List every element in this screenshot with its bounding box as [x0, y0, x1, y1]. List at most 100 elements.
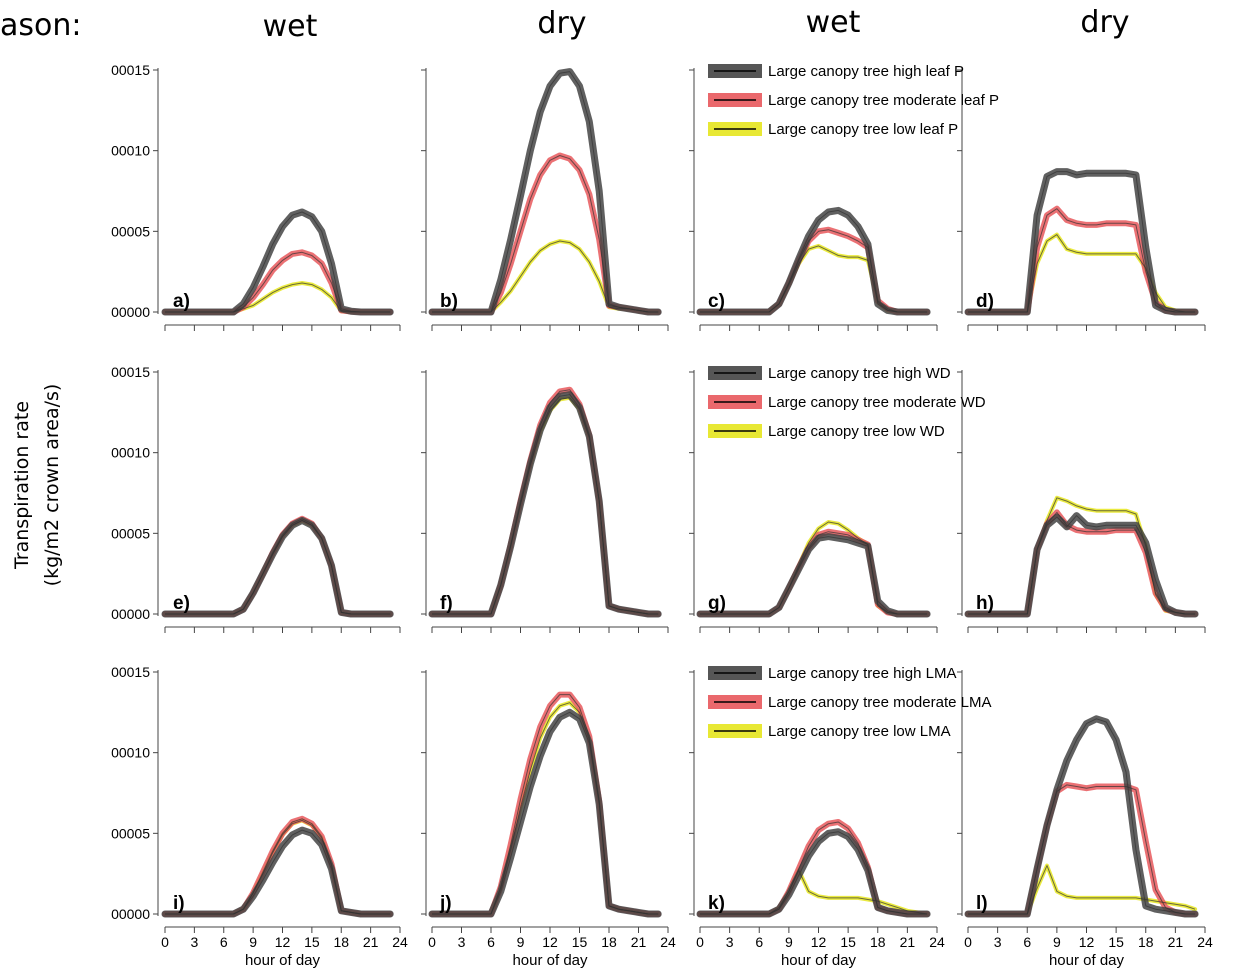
panel-b: b)	[421, 68, 669, 331]
x-tick-label: 21	[900, 934, 916, 950]
legend-entry-high: Large canopy tree high leaf P	[768, 63, 964, 80]
x-tick-label: 3	[726, 934, 734, 950]
x-tick-label: 12	[542, 934, 558, 950]
x-tick-label: 0	[161, 934, 169, 950]
x-tick-label: 0	[696, 934, 704, 950]
series-line-high	[165, 829, 391, 915]
series-band-high	[696, 533, 931, 618]
series-line-moderate	[165, 518, 391, 615]
series-band-low	[163, 818, 393, 916]
series-band-moderate	[697, 819, 931, 917]
panel-label: c)	[708, 291, 725, 312]
series-line-high	[165, 211, 391, 313]
series-band-moderate	[965, 781, 1199, 917]
x-tick-label: 6	[1023, 934, 1031, 950]
column-header-wet-2: wet	[806, 5, 861, 40]
series-line-moderate	[432, 155, 659, 313]
season-label: ason:	[0, 8, 82, 43]
series-band-low	[430, 395, 661, 616]
x-tick-label: 15	[1108, 934, 1124, 950]
panel-label: e)	[173, 593, 190, 614]
series-band-low	[698, 868, 930, 916]
panel-label: g)	[708, 593, 726, 614]
x-tick-label: 18	[601, 934, 617, 950]
series-line-low	[432, 240, 659, 313]
x-axis-label: hour of day	[781, 952, 857, 969]
y-axis-title: Transpiration rate (kg/m2 crown area/s)	[11, 384, 63, 587]
x-tick-label: 18	[870, 934, 886, 950]
panel-a: 00000 00005 00010 00015 a)	[111, 62, 401, 331]
series-line-moderate	[968, 208, 1196, 313]
y-tick-label: 00005	[111, 825, 150, 841]
series-line-high	[700, 536, 928, 615]
y-tick-label: 00010	[111, 445, 150, 461]
series-band-moderate	[429, 152, 662, 315]
series-line-low	[432, 702, 659, 915]
y-tick-label: 00010	[111, 143, 150, 159]
x-tick-label: 15	[304, 934, 320, 950]
panel-e: 00000 00005 00010 00015 e)	[111, 364, 401, 633]
series-band-low	[430, 239, 661, 314]
x-tick-label: 12	[1079, 934, 1095, 950]
series-band-high	[161, 516, 394, 618]
legend-row-1: Large canopy tree high leaf P Large canop…	[708, 63, 999, 138]
series-band-low	[163, 281, 393, 314]
series-line-low	[165, 519, 391, 615]
series-line-low	[432, 397, 659, 615]
y-axis-label-line2: (kg/m2 crown area/s)	[41, 384, 63, 587]
x-tick-label: 24	[660, 934, 676, 950]
x-tick-label: 18	[333, 934, 349, 950]
legend-entry-moderate: Large canopy tree moderate leaf P	[768, 92, 999, 109]
series-line-high	[432, 71, 659, 313]
x-tick-label: 15	[572, 934, 588, 950]
x-tick-label: 9	[1053, 934, 1061, 950]
series-line-high	[968, 171, 1196, 313]
series-band-moderate	[162, 815, 394, 917]
x-tick-label: 0	[964, 934, 972, 950]
series-line-moderate	[700, 229, 928, 313]
panel-g: g)	[689, 370, 938, 633]
series-line-high	[432, 394, 659, 615]
x-tick-label: 18	[1138, 934, 1154, 950]
x-tick-label: 3	[458, 934, 466, 950]
x-tick-label: 9	[249, 934, 257, 950]
y-axis-label-line1: Transpiration rate	[11, 401, 33, 570]
x-tick-label: 12	[275, 934, 291, 950]
series-line-high	[968, 515, 1196, 615]
series-band-moderate	[162, 515, 394, 617]
top-headers: ason: wet dry wet dry	[0, 5, 1130, 44]
y-tick-label: 00005	[111, 223, 150, 239]
series-line-high	[165, 519, 391, 615]
x-axis-label: hour of day	[245, 952, 321, 969]
series-line-high	[700, 831, 928, 915]
column-header-dry-1: dry	[537, 6, 586, 41]
panel-d: d)	[957, 68, 1206, 331]
panel-h: h)	[957, 370, 1206, 633]
series-line-high	[432, 711, 659, 915]
legend-entry-low: Large canopy tree low WD	[768, 423, 945, 440]
panel-l: 0 3 6 9 12 15 18 21 24 hour of day l)	[957, 670, 1213, 969]
x-tick-label: 6	[487, 934, 495, 950]
y-tick-label: 00015	[111, 364, 150, 380]
series-line-low	[165, 819, 391, 915]
panel-label: b)	[440, 291, 458, 312]
panel-i: 00000 00005 00010 00015 0 3 6 9 12 15 18 21 24 hour o…	[111, 664, 408, 969]
x-tick-label: 12	[811, 934, 827, 950]
x-tick-label: 15	[840, 934, 856, 950]
legend-entry-moderate: Large canopy tree moderate WD	[768, 394, 986, 411]
panel-label: d)	[976, 291, 994, 312]
column-header-dry-2: dry	[1080, 5, 1129, 40]
panel-label: l)	[976, 893, 988, 914]
x-tick-label: 9	[517, 934, 525, 950]
x-tick-label: 24	[1197, 934, 1213, 950]
series-line-low	[968, 234, 1196, 313]
panel-label: j)	[439, 893, 452, 914]
legend-row-2: Large canopy tree high WD Large canopy tr…	[708, 365, 986, 440]
panel-label: h)	[976, 593, 994, 614]
series-band-high	[428, 68, 662, 316]
legend-row-3: Large canopy tree high LMA Large canopy t…	[708, 665, 991, 740]
series-band-low	[430, 700, 661, 916]
panel-f: f)	[421, 370, 669, 633]
legend-entry-low: Large canopy tree low LMA	[768, 723, 951, 740]
